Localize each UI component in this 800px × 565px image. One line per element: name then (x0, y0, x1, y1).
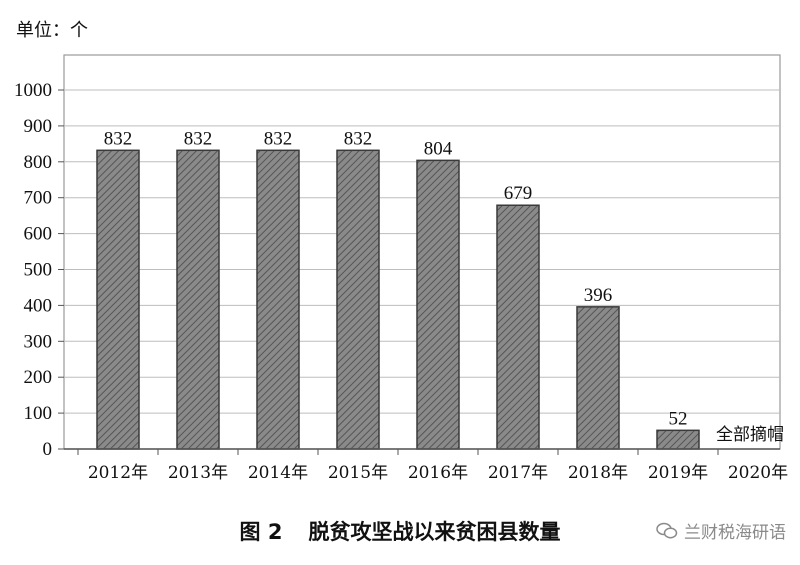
unit-label: 单位：个 (16, 20, 88, 41)
x-tick-label: 2014年 (248, 463, 308, 483)
x-tick-label: 2018年 (568, 463, 628, 483)
bar-chart: 单位：个 0 100 200 300 400 500 600 700 800 900 1000 83… (14, 20, 788, 483)
data-label: 832 (104, 128, 133, 149)
y-axis-ticks: 0 100 200 300 400 500 600 700 800 900 1000 (14, 80, 64, 460)
y-tick-label: 0 (43, 439, 53, 460)
x-tick-label: 2013年 (168, 463, 228, 483)
y-tick-label: 600 (24, 224, 53, 245)
data-label: 832 (184, 128, 213, 149)
bar (496, 204, 540, 450)
y-tick-label: 1000 (14, 80, 52, 101)
x-tick-label: 2016年 (408, 463, 468, 483)
y-tick-label: 700 (24, 188, 53, 209)
bar (96, 149, 140, 450)
figure-number: 图 2 (239, 520, 283, 544)
watermark-text: 兰财税海研语 (684, 523, 786, 543)
x-axis-labels: 2012年 2013年 2014年 2015年 2016年 2017年 2018年 2019年… (77, 449, 788, 483)
bar (416, 159, 460, 450)
x-tick-label: 2012年 (88, 463, 148, 483)
y-tick-label: 900 (24, 116, 53, 137)
data-label: 832 (344, 128, 373, 149)
data-label: 396 (584, 285, 613, 306)
data-labels: 832 832 832 832 804 679 396 52 全部摘帽 (104, 128, 784, 445)
data-label: 832 (264, 128, 293, 149)
x-tick-label: 2019年 (648, 463, 708, 483)
bar (336, 149, 380, 450)
x-tick-label: 2015年 (328, 463, 388, 483)
figure-title: 脱贫攻坚战以来贫困县数量 (308, 520, 561, 544)
bar (176, 149, 220, 450)
y-tick-label: 100 (24, 403, 53, 424)
x-tick-label: 2020年 (728, 463, 788, 483)
watermark: 兰财税海研语 (656, 518, 786, 543)
bar (256, 149, 300, 450)
bar (656, 429, 700, 450)
figure-caption: 图 2 脱贫攻坚战以来贫困县数量 (0, 516, 800, 546)
y-tick-label: 500 (24, 260, 53, 281)
data-label: 52 (669, 408, 688, 429)
data-label: 804 (424, 138, 453, 159)
data-label: 679 (504, 183, 533, 204)
bars (96, 149, 700, 450)
y-tick-label: 800 (24, 152, 53, 173)
y-tick-label: 300 (24, 331, 53, 352)
wechat-icon (656, 522, 678, 538)
y-tick-label: 400 (24, 295, 53, 316)
y-tick-label: 200 (24, 367, 53, 388)
x-tick-label: 2017年 (488, 463, 548, 483)
annotation-label: 全部摘帽 (716, 425, 784, 445)
bar (576, 306, 620, 450)
